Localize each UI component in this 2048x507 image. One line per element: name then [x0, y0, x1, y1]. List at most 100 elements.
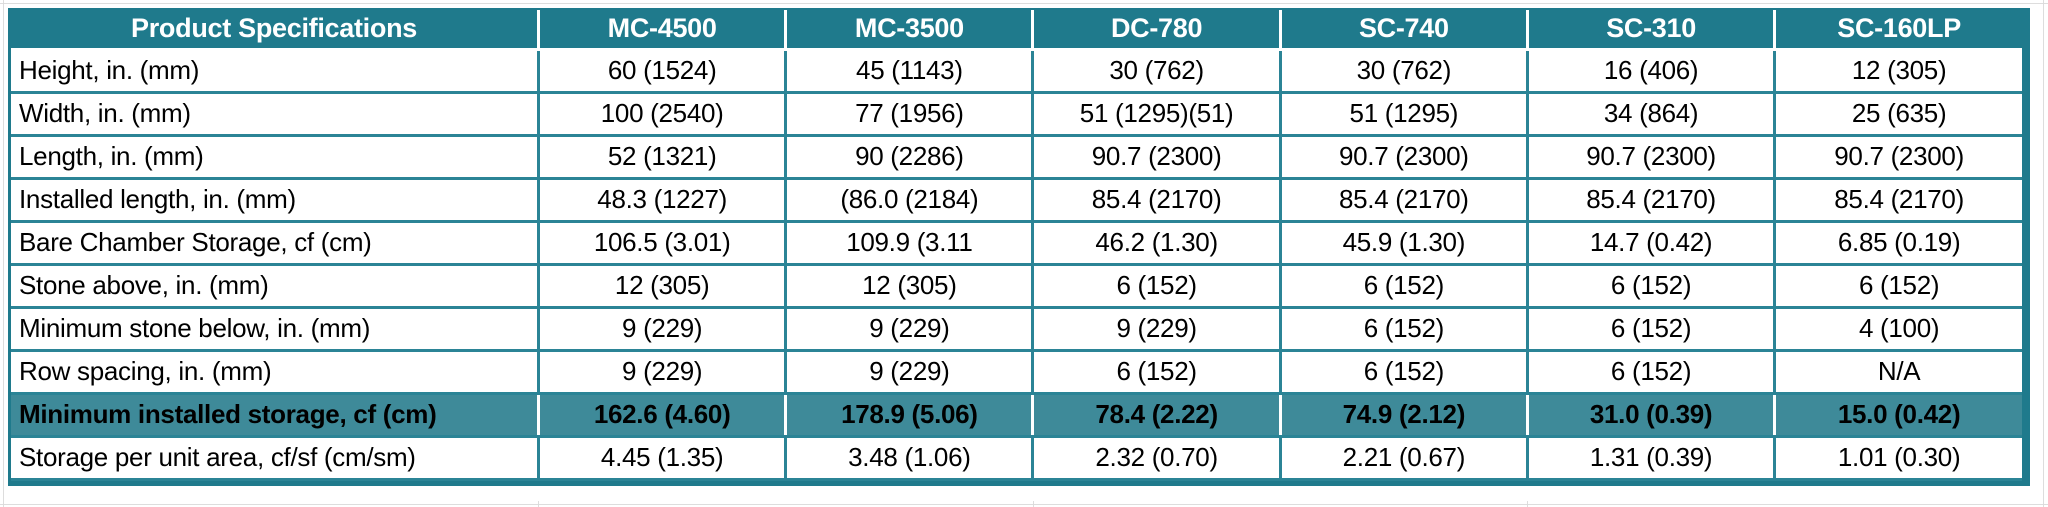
- value-cell: 85.4 (2170): [1031, 176, 1282, 223]
- margin-gridline-left: [3, 0, 4, 507]
- table-row: Width, in. (mm) 100 (2540) 77 (1956) 51 (12…: [11, 90, 2022, 137]
- value-cell: 6 (152): [1525, 348, 1777, 395]
- table-row: Stone above, in. (mm) 12 (305) 12 (305) 6 (…: [11, 262, 2022, 309]
- value-cell: 6 (152): [1773, 262, 2022, 309]
- value-cell: 6 (152): [1278, 348, 1529, 395]
- value-cell: 90.7 (2300): [1031, 133, 1282, 180]
- table-row: Row spacing, in. (mm) 9 (229) 9 (229) 6 (15…: [11, 348, 2022, 395]
- row-label: Installed length, in. (mm): [11, 176, 541, 223]
- value-cell: 85.4 (2170): [1773, 176, 2022, 223]
- value-cell: 90.7 (2300): [1278, 133, 1529, 180]
- value-cell: 1.01 (0.30): [1773, 434, 2022, 481]
- margin-gridline-bottom: [0, 504, 2048, 505]
- value-cell: 60 (1524): [537, 47, 788, 94]
- header-row: Product Specifications MC-4500 MC-3500 DC-7…: [11, 10, 2022, 51]
- value-cell: 16 (406): [1525, 47, 1777, 94]
- value-cell: 85.4 (2170): [1525, 176, 1777, 223]
- value-cell: 9 (229): [1031, 305, 1282, 352]
- value-cell: 90.7 (2300): [1525, 133, 1777, 180]
- column-header-cell: SC-740: [1278, 10, 1529, 51]
- table-row: Bare Chamber Storage, cf (cm) 106.5 (3.01…: [11, 219, 2022, 266]
- value-cell: 9 (229): [784, 348, 1035, 395]
- value-cell: 6 (152): [1031, 262, 1282, 309]
- value-cell: 25 (635): [1773, 90, 2022, 137]
- value-cell: 52 (1321): [537, 133, 788, 180]
- margin-gridline-stub: [538, 501, 539, 507]
- value-cell: 6 (152): [1278, 262, 1529, 309]
- table-row: Storage per unit area, cf/sf (cm/sm) 4.45…: [11, 434, 2022, 481]
- margin-gridline-stub: [1527, 501, 1528, 507]
- column-header-cell: DC-780: [1031, 10, 1282, 51]
- column-header-cell: MC-4500: [537, 10, 788, 51]
- value-cell: 100 (2540): [537, 90, 788, 137]
- margin-gridline-stub: [1033, 501, 1034, 507]
- column-header-cell: SC-160LP: [1773, 10, 2022, 51]
- value-cell: 6.85 (0.19): [1773, 219, 2022, 266]
- value-cell: 12 (305): [784, 262, 1035, 309]
- value-cell: 90.7 (2300): [1773, 133, 2022, 180]
- value-cell: 162.6 (4.60): [537, 391, 788, 438]
- table-row: Length, in. (mm) 52 (1321) 90 (2286) 90.7 (…: [11, 133, 2022, 180]
- value-cell: 77 (1956): [784, 90, 1035, 137]
- product-specifications-table: Product Specifications MC-4500 MC-3500 DC-7…: [11, 10, 2022, 481]
- row-label: Stone above, in. (mm): [11, 262, 541, 309]
- value-cell: 2.21 (0.67): [1278, 434, 1529, 481]
- value-cell: 12 (305): [537, 262, 788, 309]
- value-cell: 30 (762): [1031, 47, 1282, 94]
- margin-gridline-right: [2043, 0, 2044, 507]
- value-cell: 2.32 (0.70): [1031, 434, 1282, 481]
- column-header-cell: SC-310: [1525, 10, 1777, 51]
- value-cell: 12 (305): [1773, 47, 2022, 94]
- value-cell: 85.4 (2170): [1278, 176, 1529, 223]
- value-cell: 3.48 (1.06): [784, 434, 1035, 481]
- column-header-cell: MC-3500: [784, 10, 1035, 51]
- value-cell: 30 (762): [1278, 47, 1529, 94]
- row-label: Bare Chamber Storage, cf (cm): [11, 219, 541, 266]
- corner-header-cell: Product Specifications: [11, 10, 541, 51]
- table-row: Height, in. (mm) 60 (1524) 45 (1143) 30 (76…: [11, 47, 2022, 94]
- value-cell: (86.0 (2184): [784, 176, 1035, 223]
- value-cell: 1.31 (0.39): [1525, 434, 1777, 481]
- table-row: Installed length, in. (mm) 48.3 (1227) (86…: [11, 176, 2022, 223]
- table-header-row: Product Specifications MC-4500 MC-3500 DC-7…: [11, 10, 2022, 51]
- value-cell: 45 (1143): [784, 47, 1035, 94]
- table-body: Height, in. (mm) 60 (1524) 45 (1143) 30 (76…: [11, 47, 2022, 481]
- value-cell: 14.7 (0.42): [1525, 219, 1777, 266]
- table-row: Minimum installed storage, cf (cm) 162.6 …: [11, 391, 2022, 438]
- value-cell: 45.9 (1.30): [1278, 219, 1529, 266]
- value-cell: 6 (152): [1031, 348, 1282, 395]
- row-label: Minimum stone below, in. (mm): [11, 305, 541, 352]
- value-cell: 6 (152): [1525, 305, 1777, 352]
- row-label: Minimum installed storage, cf (cm): [11, 391, 541, 438]
- table-row: Minimum stone below, in. (mm) 9 (229) 9 (2…: [11, 305, 2022, 352]
- value-cell: 9 (229): [537, 305, 788, 352]
- value-cell: 90 (2286): [784, 133, 1035, 180]
- value-cell: 109.9 (3.11: [784, 219, 1035, 266]
- value-cell: 9 (229): [784, 305, 1035, 352]
- value-cell: 46.2 (1.30): [1031, 219, 1282, 266]
- value-cell: 48.3 (1227): [537, 176, 788, 223]
- value-cell: 31.0 (0.39): [1525, 391, 1777, 438]
- row-label: Width, in. (mm): [11, 90, 541, 137]
- row-label: Length, in. (mm): [11, 133, 541, 180]
- value-cell: 34 (864): [1525, 90, 1777, 137]
- value-cell: N/A: [1773, 348, 2022, 395]
- value-cell: 4 (100): [1773, 305, 2022, 352]
- value-cell: 15.0 (0.42): [1773, 391, 2022, 438]
- value-cell: 6 (152): [1525, 262, 1777, 309]
- value-cell: 78.4 (2.22): [1031, 391, 1282, 438]
- product-specifications-table-wrapper: Product Specifications MC-4500 MC-3500 DC-7…: [8, 8, 2030, 486]
- row-label: Row spacing, in. (mm): [11, 348, 541, 395]
- value-cell: 106.5 (3.01): [537, 219, 788, 266]
- margin-gridline-top: [0, 3, 2048, 4]
- value-cell: 6 (152): [1278, 305, 1529, 352]
- value-cell: 51 (1295): [1278, 90, 1529, 137]
- value-cell: 4.45 (1.35): [537, 434, 788, 481]
- row-label: Height, in. (mm): [11, 47, 541, 94]
- value-cell: 178.9 (5.06): [784, 391, 1035, 438]
- value-cell: 74.9 (2.12): [1278, 391, 1529, 438]
- row-label: Storage per unit area, cf/sf (cm/sm): [11, 434, 541, 481]
- value-cell: 51 (1295)(51): [1031, 90, 1282, 137]
- value-cell: 9 (229): [537, 348, 788, 395]
